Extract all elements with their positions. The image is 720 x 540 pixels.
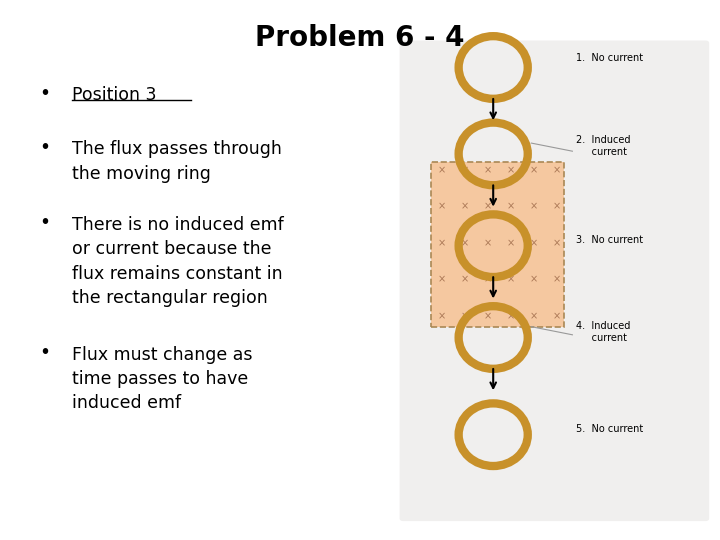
Text: ×: ×: [483, 274, 492, 285]
Text: ×: ×: [460, 201, 469, 212]
Text: 5.  No current: 5. No current: [576, 424, 643, 434]
Text: ×: ×: [506, 165, 515, 175]
FancyBboxPatch shape: [400, 40, 709, 521]
Text: ×: ×: [437, 238, 446, 248]
Text: ×: ×: [483, 201, 492, 212]
Text: ×: ×: [529, 165, 538, 175]
Text: ×: ×: [506, 311, 515, 321]
Text: ×: ×: [460, 165, 469, 175]
Text: ×: ×: [506, 238, 515, 248]
Text: ×: ×: [552, 201, 561, 212]
Text: ×: ×: [437, 274, 446, 285]
Text: ×: ×: [437, 201, 446, 212]
Text: ×: ×: [437, 165, 446, 175]
Bar: [431, 162, 564, 327]
Text: ×: ×: [529, 311, 538, 321]
Text: ×: ×: [529, 274, 538, 285]
Text: ×: ×: [437, 311, 446, 321]
Text: ×: ×: [506, 201, 515, 212]
Text: ×: ×: [483, 238, 492, 248]
Text: The flux passes through
the moving ring: The flux passes through the moving ring: [72, 140, 282, 183]
Text: 2.  Induced
     current: 2. Induced current: [576, 135, 631, 157]
Text: ×: ×: [506, 274, 515, 285]
Text: Position 3: Position 3: [72, 86, 156, 104]
Text: ×: ×: [552, 274, 561, 285]
Text: ×: ×: [483, 165, 492, 175]
Text: ×: ×: [483, 311, 492, 321]
Text: ×: ×: [529, 201, 538, 212]
Text: •: •: [40, 84, 50, 103]
Text: ×: ×: [552, 311, 561, 321]
Text: 1.  No current: 1. No current: [576, 53, 643, 63]
Text: ×: ×: [552, 165, 561, 175]
Text: ×: ×: [460, 274, 469, 285]
Text: ×: ×: [460, 238, 469, 248]
Text: 4.  Induced
     current: 4. Induced current: [576, 321, 631, 343]
Text: 3.  No current: 3. No current: [576, 235, 643, 245]
Text: ×: ×: [552, 238, 561, 248]
Text: ×: ×: [529, 238, 538, 248]
Text: •: •: [40, 343, 50, 362]
Text: Flux must change as
time passes to have
induced emf: Flux must change as time passes to have …: [72, 346, 253, 412]
Text: Problem 6 - 4: Problem 6 - 4: [256, 24, 464, 52]
Text: •: •: [40, 213, 50, 232]
Text: ×: ×: [460, 311, 469, 321]
Text: •: •: [40, 138, 50, 157]
Text: There is no induced emf
or current because the
flux remains constant in
the rect: There is no induced emf or current becau…: [72, 216, 284, 307]
